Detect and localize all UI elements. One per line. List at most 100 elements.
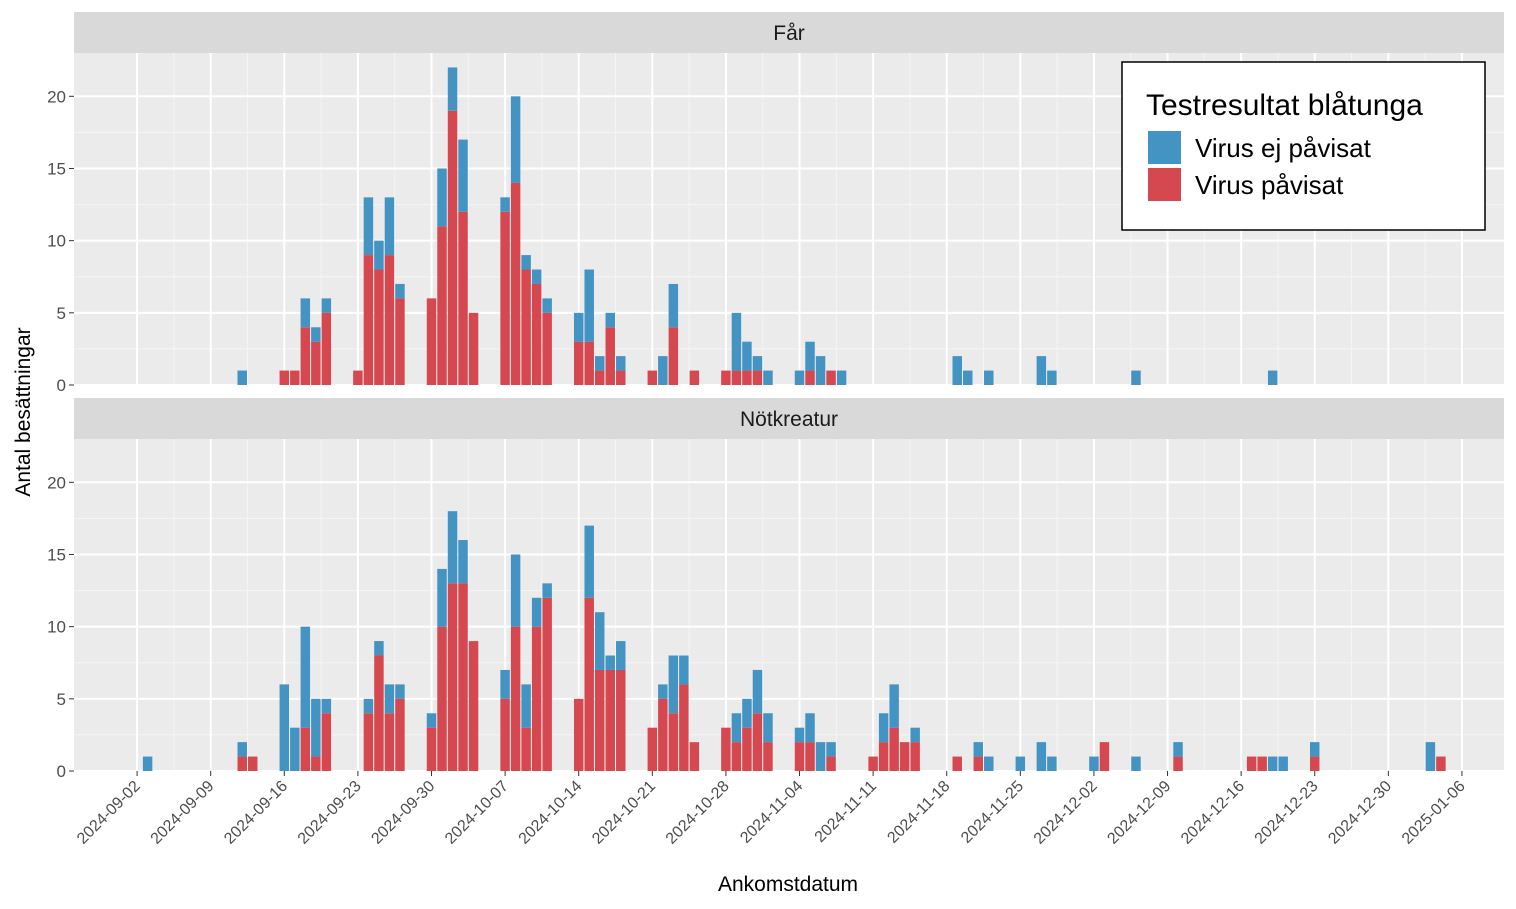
bar-virus-ej-pavisat bbox=[826, 742, 836, 757]
y-tick-label: 10 bbox=[47, 232, 66, 251]
bar-virus-ej-pavisat bbox=[300, 626, 311, 728]
bar-virus-ej-pavisat bbox=[973, 742, 983, 757]
bar-virus-pavisat bbox=[374, 269, 384, 385]
bar-virus-ej-pavisat bbox=[984, 370, 994, 385]
bar-virus-ej-pavisat bbox=[1131, 756, 1141, 771]
bar-virus-ej-pavisat bbox=[1015, 756, 1026, 771]
bar-virus-ej-pavisat bbox=[1131, 370, 1141, 385]
bar-virus-pavisat bbox=[1310, 756, 1320, 771]
bar-virus-pavisat bbox=[668, 713, 679, 771]
bar-virus-pavisat bbox=[510, 626, 521, 771]
bar-virus-ej-pavisat bbox=[1047, 370, 1057, 385]
bar-virus-ej-pavisat bbox=[1267, 370, 1278, 385]
bar-virus-ej-pavisat bbox=[763, 713, 773, 743]
x-tick-label: 2024-09-23 bbox=[295, 778, 365, 848]
bar-virus-ej-pavisat bbox=[763, 370, 773, 385]
bar-virus-ej-pavisat bbox=[363, 698, 374, 714]
bar-virus-ej-pavisat bbox=[584, 269, 594, 342]
bar-virus-ej-pavisat bbox=[815, 742, 826, 771]
bar-virus-ej-pavisat bbox=[447, 511, 458, 584]
bar-virus-pavisat bbox=[952, 756, 962, 771]
bar-virus-pavisat bbox=[689, 370, 700, 385]
bar-virus-pavisat bbox=[1099, 742, 1110, 771]
bar-virus-ej-pavisat bbox=[510, 96, 521, 183]
bar-virus-pavisat bbox=[395, 698, 405, 771]
bar-virus-ej-pavisat bbox=[437, 168, 447, 227]
x-tick-label: 2024-12-30 bbox=[1325, 778, 1395, 848]
bar-virus-ej-pavisat bbox=[458, 540, 468, 584]
bar-virus-pavisat bbox=[447, 110, 458, 385]
bar-virus-ej-pavisat bbox=[668, 283, 679, 328]
bar-virus-pavisat bbox=[889, 727, 899, 771]
bar-virus-pavisat bbox=[573, 698, 584, 771]
bar-virus-pavisat bbox=[426, 727, 437, 771]
bar-virus-pavisat bbox=[531, 283, 542, 385]
bar-virus-ej-pavisat bbox=[311, 698, 321, 757]
bar-virus-pavisat bbox=[584, 341, 594, 385]
y-tick-label: 5 bbox=[57, 304, 66, 323]
x-tick-label: 2024-10-07 bbox=[442, 778, 512, 848]
bar-virus-pavisat bbox=[521, 727, 531, 771]
bar-virus-ej-pavisat bbox=[984, 756, 994, 771]
bar-virus-pavisat bbox=[878, 742, 889, 771]
bar-virus-ej-pavisat bbox=[731, 713, 742, 743]
bar-virus-pavisat bbox=[742, 370, 752, 385]
bar-virus-ej-pavisat bbox=[510, 554, 521, 627]
bar-virus-ej-pavisat bbox=[311, 327, 321, 342]
bar-virus-pavisat bbox=[595, 370, 605, 385]
bar-virus-pavisat bbox=[311, 341, 321, 385]
bar-virus-pavisat bbox=[742, 727, 752, 771]
bar-virus-ej-pavisat bbox=[595, 356, 605, 371]
bar-virus-ej-pavisat bbox=[805, 341, 815, 371]
bar-virus-pavisat bbox=[605, 669, 615, 771]
bar-virus-pavisat bbox=[468, 641, 479, 771]
bar-virus-ej-pavisat bbox=[237, 370, 247, 385]
x-tick-label: 2024-10-28 bbox=[663, 778, 733, 848]
bar-virus-pavisat bbox=[805, 370, 815, 385]
facet-title: Får bbox=[773, 22, 805, 45]
bar-virus-ej-pavisat bbox=[237, 742, 247, 757]
legend-title: Testresultat blåtunga bbox=[1146, 89, 1423, 122]
bar-virus-pavisat bbox=[826, 756, 836, 771]
bar-virus-pavisat bbox=[248, 756, 258, 771]
bar-virus-pavisat bbox=[447, 583, 458, 771]
bar-virus-pavisat bbox=[353, 370, 363, 385]
bar-virus-ej-pavisat bbox=[605, 655, 615, 670]
bar-virus-ej-pavisat bbox=[300, 298, 311, 328]
bar-virus-ej-pavisat bbox=[836, 370, 847, 385]
bar-virus-pavisat bbox=[647, 370, 658, 385]
bar-virus-pavisat bbox=[794, 742, 805, 771]
bar-virus-pavisat bbox=[752, 370, 763, 385]
bar-virus-pavisat bbox=[237, 756, 247, 771]
bar-virus-ej-pavisat bbox=[815, 356, 826, 385]
legend: Testresultat blåtunga Virus ej påvisat Vir… bbox=[1121, 61, 1486, 231]
bar-virus-ej-pavisat bbox=[279, 684, 290, 771]
x-tick-label: 2024-10-14 bbox=[516, 778, 586, 848]
bar-virus-pavisat bbox=[500, 211, 510, 385]
bar-virus-ej-pavisat bbox=[437, 568, 447, 627]
bar-virus-pavisat bbox=[300, 727, 311, 771]
bar-virus-ej-pavisat bbox=[1089, 756, 1099, 771]
x-tick-label: 2024-09-16 bbox=[221, 778, 291, 848]
x-tick-label: 2024-11-04 bbox=[737, 778, 806, 847]
facet-title: Nötkreatur bbox=[740, 408, 838, 431]
bar-virus-pavisat bbox=[510, 182, 521, 385]
bar-virus-pavisat bbox=[363, 713, 374, 771]
bar-virus-pavisat bbox=[321, 713, 332, 771]
y-tick-label: 0 bbox=[57, 376, 66, 395]
bar-virus-pavisat bbox=[458, 583, 468, 771]
bar-virus-ej-pavisat bbox=[963, 370, 973, 385]
bar-virus-pavisat bbox=[300, 327, 311, 385]
bar-virus-pavisat bbox=[731, 370, 742, 385]
x-tick-label: 2024-11-11 bbox=[812, 778, 880, 846]
bar-virus-pavisat bbox=[1246, 756, 1257, 771]
bar-virus-pavisat bbox=[973, 756, 983, 771]
bar-virus-ej-pavisat bbox=[142, 756, 153, 771]
bar-virus-ej-pavisat bbox=[395, 283, 405, 299]
bar-virus-pavisat bbox=[363, 255, 374, 385]
bar-virus-pavisat bbox=[763, 742, 773, 771]
bar-virus-ej-pavisat bbox=[1036, 742, 1047, 771]
bar-virus-ej-pavisat bbox=[1267, 756, 1278, 771]
bar-virus-pavisat bbox=[468, 312, 479, 385]
